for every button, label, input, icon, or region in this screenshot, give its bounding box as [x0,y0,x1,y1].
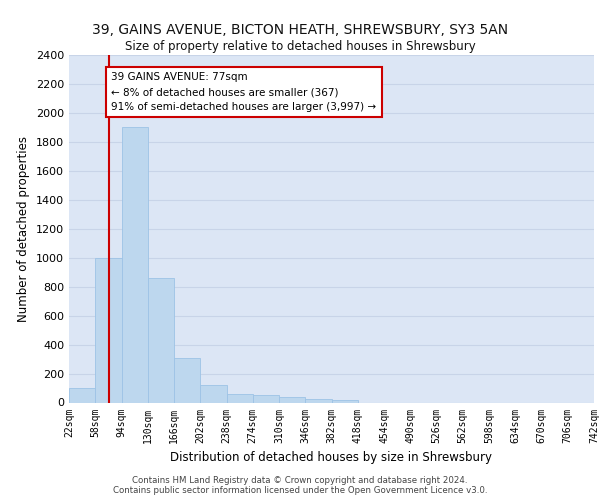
Text: Contains public sector information licensed under the Open Government Licence v3: Contains public sector information licen… [113,486,487,495]
Text: Contains HM Land Registry data © Crown copyright and database right 2024.: Contains HM Land Registry data © Crown c… [132,476,468,485]
Bar [95,258,121,402]
Bar [174,358,200,403]
Text: 39, GAINS AVENUE, BICTON HEATH, SHREWSBURY, SY3 5AN: 39, GAINS AVENUE, BICTON HEATH, SHREWSBU… [92,22,508,36]
Bar [331,400,358,402]
Text: 39 GAINS AVENUE: 77sqm
← 8% of detached houses are smaller (367)
91% of semi-det: 39 GAINS AVENUE: 77sqm ← 8% of detached … [111,72,376,112]
Bar [253,396,279,402]
Bar [200,385,227,402]
Y-axis label: Number of detached properties: Number of detached properties [17,136,31,322]
X-axis label: Distribution of detached houses by size in Shrewsbury: Distribution of detached houses by size … [170,451,493,464]
Bar [227,394,253,402]
Bar [305,399,331,402]
Bar [148,278,174,402]
Bar [121,128,148,402]
Text: Size of property relative to detached houses in Shrewsbury: Size of property relative to detached ho… [125,40,475,53]
Bar [279,396,305,402]
Bar [69,388,95,402]
